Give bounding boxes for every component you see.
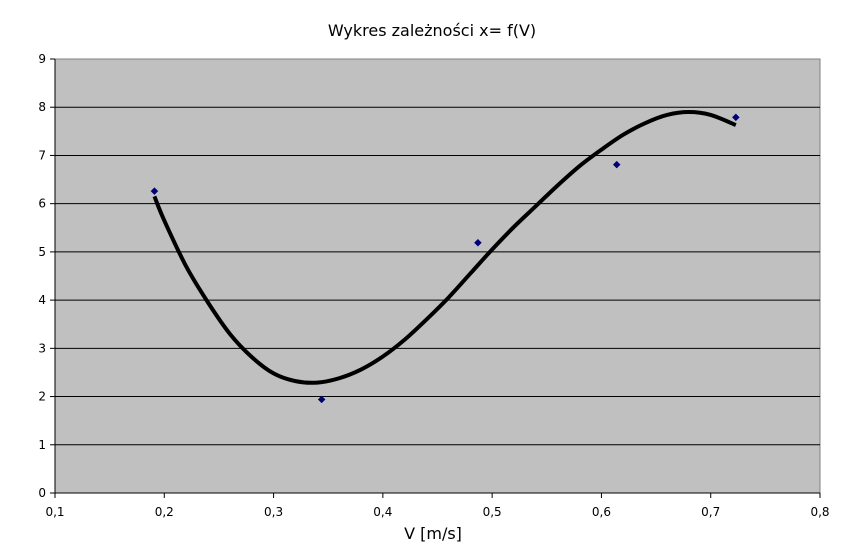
axes: [50, 58, 821, 498]
data-point: [731, 113, 740, 122]
x-tick-label: 0,6: [592, 505, 611, 519]
y-tick-labels: 0 1 2 3 4 5 6 7 8 9: [38, 52, 46, 500]
data-point: [317, 395, 326, 404]
x-tick-label: 0,3: [264, 505, 283, 519]
x-tick-label: 0,5: [483, 505, 502, 519]
y-tick-label: 3: [38, 341, 46, 355]
data-points-layer: [150, 113, 740, 404]
x-tick-label: 0,8: [810, 505, 829, 519]
grid-lines: [55, 106, 820, 446]
x-tick-label: 0,7: [701, 505, 720, 519]
y-tick-label: 9: [38, 52, 46, 66]
x-tick-label: 0,2: [155, 505, 174, 519]
y-tick-label: 8: [38, 100, 46, 114]
data-point: [474, 238, 482, 247]
y-tick-label: 6: [38, 197, 46, 211]
chart-title: Wykres zależności x= f(V): [328, 21, 536, 40]
y-tick-label: 5: [38, 245, 46, 259]
y-tick-label: 2: [38, 390, 46, 404]
y-tick-label: 4: [38, 293, 46, 307]
data-point: [612, 160, 621, 169]
x-tick-labels: 0,1 0,2 0,3 0,4 0,5 0,6 0,7 0,8: [45, 505, 829, 519]
x-axis-title: V [m/s]: [404, 524, 462, 543]
y-tick-label: 1: [38, 438, 46, 452]
y-tick-label: 7: [38, 148, 46, 162]
trendline-layer: [152, 110, 737, 385]
plot-area: [54, 58, 821, 494]
data-point: [150, 187, 159, 195]
x-tick-label: 0,1: [45, 505, 64, 519]
x-tick-label: 0,4: [373, 505, 392, 519]
y-tick-label: 0: [38, 486, 46, 500]
trendline: [152, 110, 737, 385]
